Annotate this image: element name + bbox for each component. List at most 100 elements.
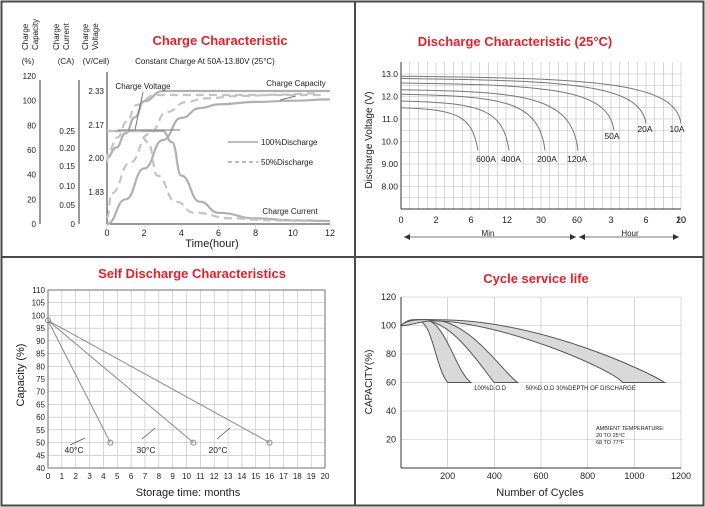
cycle-service-life-chart: Cycle service life CAPACITY(%) Number of… xyxy=(364,271,691,499)
cycle-x-axis-label: Number of Cycles xyxy=(496,487,584,499)
cycle-series-label-2: 50%D.O.D xyxy=(526,386,555,392)
self-discharge-x-tick-label: 16 xyxy=(265,472,274,481)
cycle-series-label-3: 30%DEPTH OF DISCHARGE xyxy=(556,386,636,392)
charge-capacity-curve-100 xyxy=(106,98,331,226)
ambient-note-line-3: 68 TO 77°F xyxy=(596,440,625,446)
charge-x-tick-label: 4 xyxy=(179,228,184,238)
self-discharge-title: Self Discharge Characteristics xyxy=(98,266,286,281)
capacity-tick-label: 60 xyxy=(27,146,36,155)
discharge-series-label-20A: 20A xyxy=(637,124,652,134)
self-discharge-y-tick-label: 100 xyxy=(32,311,46,320)
discharge-curve-600A xyxy=(400,107,479,151)
self-discharge-label-arrow xyxy=(141,427,156,440)
current-tick-label: 0.15 xyxy=(59,162,75,171)
self-discharge-y-tick-label: 70 xyxy=(36,388,45,397)
cycle-y-tick-label: 20 xyxy=(386,435,396,445)
discharge-y-tick-label: 13.0 xyxy=(381,69,398,79)
min-arrow-right xyxy=(570,234,576,240)
self-discharge-label-arrow xyxy=(69,437,86,446)
self-discharge-line-20°C xyxy=(47,320,270,444)
curve-label-charge-voltage: Charge Voltage xyxy=(115,82,171,91)
axis-title-1-word-1: Charge xyxy=(21,23,30,50)
cycle-x-tick-label: 400 xyxy=(487,471,502,481)
discharge-x-tick-label: 2 xyxy=(433,215,438,225)
self-discharge-y-tick-label: 80 xyxy=(36,362,45,371)
current-tick-label: 0 xyxy=(71,220,76,229)
discharge-title: Discharge Characteristic (25°C) xyxy=(418,34,613,49)
leader-voltage xyxy=(134,91,144,131)
current-tick-label: 0.20 xyxy=(59,144,75,153)
self-discharge-x-tick-label: 14 xyxy=(237,472,246,481)
cycle-x-tick-label: 800 xyxy=(580,471,595,481)
self-discharge-label-30°C: 30°C xyxy=(137,445,156,455)
voltage-tick-label: 2.17 xyxy=(88,121,104,130)
cycle-x-tick-label: 600 xyxy=(533,471,548,481)
discharge-series-label-600A: 600A xyxy=(476,154,496,164)
discharge-x-tick-label: 20 xyxy=(676,215,686,225)
discharge-x-tick-label: 30 xyxy=(536,215,546,225)
discharge-curve-20A xyxy=(400,78,647,124)
current-tick-label: 0.05 xyxy=(59,201,75,210)
min-arrow-left xyxy=(404,234,410,240)
self-discharge-x-tick-label: 20 xyxy=(321,472,330,481)
cycle-x-tick-label: 200 xyxy=(440,471,455,481)
axis-unit-3: (V/Cell) xyxy=(83,57,110,66)
axis-title-3-word-2: Voltage xyxy=(91,23,100,50)
discharge-y-tick-label: 12.0 xyxy=(381,92,398,102)
self-discharge-x-tick-label: 6 xyxy=(129,472,134,481)
self-discharge-x-tick-label: 11 xyxy=(196,472,205,481)
self-discharge-end-marker xyxy=(190,439,197,446)
self-discharge-x-tick-label: 12 xyxy=(210,472,219,481)
axis-unit-2: (CA) xyxy=(58,57,75,66)
self-discharge-x-tick-label: 19 xyxy=(307,472,316,481)
legend-50-discharge: 50%Discharge xyxy=(261,158,314,167)
self-discharge-y-tick-label: 95 xyxy=(36,324,45,333)
discharge-series-label-120A: 120A xyxy=(567,154,587,164)
hour-arrow-right xyxy=(673,234,679,240)
axis-unit-1: (%) xyxy=(22,57,35,66)
cycle-x-tick-label: 1200 xyxy=(671,471,691,481)
x-group-min: Min xyxy=(482,229,495,238)
x-group-hour: Hour xyxy=(621,229,639,238)
self-discharge-x-tick-label: 3 xyxy=(87,472,92,481)
self-discharge-y-tick-label: 110 xyxy=(32,286,45,295)
self-discharge-label-40°C: 40°C xyxy=(65,445,84,455)
self-discharge-y-axis-label: Capacity (%) xyxy=(15,344,27,407)
capacity-tick-label: 100 xyxy=(23,97,37,106)
charge-x-tick-label: 6 xyxy=(216,228,221,238)
discharge-x-tick-label: 3 xyxy=(608,215,613,225)
capacity-tick-label: 80 xyxy=(27,121,36,130)
self-discharge-y-tick-label: 65 xyxy=(36,400,45,409)
charge-x-tick-label: 0 xyxy=(104,228,109,238)
discharge-y-tick-label: 11.0 xyxy=(382,114,398,124)
self-discharge-y-tick-label: 50 xyxy=(36,439,45,448)
discharge-series-label-50A: 50A xyxy=(604,131,619,141)
curve-label-charge-current: Charge Current xyxy=(262,207,318,216)
discharge-series-label-200A: 200A xyxy=(537,154,557,164)
self-discharge-x-tick-label: 4 xyxy=(101,472,106,481)
discharge-y-axis-label: Discharge Voltage (V) xyxy=(364,91,375,188)
charge-x-tick-label: 2 xyxy=(142,228,147,238)
axis-title-2-word-2: Current xyxy=(62,23,71,50)
cycle-y-tick-label: 40 xyxy=(386,406,396,416)
charge-title: Charge Characteristic xyxy=(152,33,287,48)
charge-x-tick-label: 12 xyxy=(325,228,335,238)
self-discharge-x-axis-label: Storage time: months xyxy=(136,487,241,499)
axis-title-2-word-1: Charge xyxy=(52,23,61,50)
discharge-y-tick-label: 8.00 xyxy=(381,182,398,192)
leader-capacity xyxy=(279,95,297,101)
discharge-x-tick-label: 0 xyxy=(398,215,403,225)
discharge-curve-50A xyxy=(400,82,615,131)
discharge-curve-200A xyxy=(400,93,546,151)
axis-title-3-word-1: Charge xyxy=(81,23,90,50)
self-discharge-y-tick-label: 40 xyxy=(36,464,45,473)
self-discharge-y-tick-label: 75 xyxy=(36,375,45,384)
self-discharge-x-tick-label: 15 xyxy=(251,472,260,481)
self-discharge-x-tick-label: 2 xyxy=(73,472,78,481)
discharge-series-label-400A: 400A xyxy=(501,154,521,164)
charge-voltage-curve-100 xyxy=(106,89,331,159)
self-discharge-line-30°C xyxy=(47,320,194,443)
